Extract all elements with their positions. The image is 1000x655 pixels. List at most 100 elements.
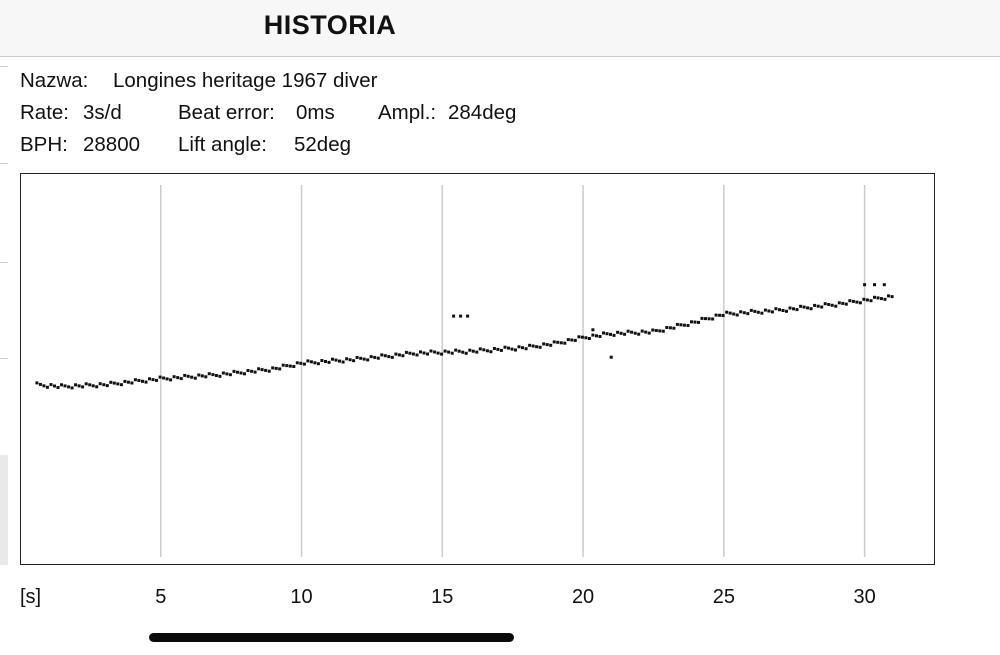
data-point xyxy=(366,358,370,362)
data-point xyxy=(778,308,781,312)
data-point xyxy=(302,362,306,366)
data-point xyxy=(858,301,862,305)
data-point xyxy=(207,372,211,376)
data-point xyxy=(376,356,380,360)
data-point xyxy=(186,374,190,378)
data-point xyxy=(440,352,444,356)
data-point xyxy=(556,340,560,344)
data-point xyxy=(299,361,303,365)
data-point xyxy=(545,343,549,347)
data-point xyxy=(88,383,92,387)
data-point xyxy=(887,294,890,298)
data-point xyxy=(352,359,356,363)
data-point xyxy=(675,322,679,326)
data-point xyxy=(714,313,718,317)
data-point xyxy=(528,343,532,347)
data-point xyxy=(792,307,795,311)
data-point xyxy=(609,332,612,336)
data-point xyxy=(837,301,841,305)
edge-tick xyxy=(0,66,8,67)
data-point xyxy=(408,351,412,355)
data-point xyxy=(623,332,627,336)
data-point xyxy=(658,329,662,333)
data-point xyxy=(496,347,500,351)
data-point xyxy=(411,352,415,356)
data-point xyxy=(728,311,732,315)
data-point xyxy=(461,350,465,354)
amplitude-label: Ampl.: xyxy=(378,101,437,124)
data-point xyxy=(781,309,785,312)
data-point xyxy=(221,371,225,375)
bph-value: 28800 xyxy=(83,133,141,156)
data-point xyxy=(327,360,331,364)
data-point xyxy=(707,317,711,321)
bph-label: BPH: xyxy=(20,133,68,156)
data-point xyxy=(602,331,605,335)
data-point xyxy=(452,314,456,318)
data-point xyxy=(756,310,760,314)
data-point xyxy=(468,348,472,352)
data-point xyxy=(422,351,426,355)
data-point xyxy=(394,352,398,356)
data-point xyxy=(711,317,715,321)
data-point xyxy=(91,384,95,388)
data-point xyxy=(373,355,377,359)
data-point xyxy=(873,295,876,299)
data-point xyxy=(549,343,553,347)
data-point xyxy=(580,335,584,339)
data-point xyxy=(179,377,183,381)
data-point xyxy=(429,349,433,353)
data-point xyxy=(459,314,463,318)
data-point xyxy=(98,382,102,386)
data-point xyxy=(77,384,81,388)
data-point xyxy=(640,329,644,333)
data-point xyxy=(609,355,613,359)
data-point xyxy=(478,347,482,351)
data-point xyxy=(809,307,813,311)
data-point xyxy=(570,338,574,342)
data-point xyxy=(721,314,725,317)
data-point xyxy=(869,299,873,303)
x-tick-label: 20 xyxy=(571,586,595,608)
data-point xyxy=(542,342,546,346)
lift-angle-label: Lift angle: xyxy=(178,133,267,156)
data-point xyxy=(257,367,261,371)
data-point xyxy=(228,373,232,377)
data-point xyxy=(264,368,268,372)
data-point xyxy=(598,335,602,338)
data-point xyxy=(514,348,517,352)
data-point xyxy=(155,378,158,382)
data-point xyxy=(116,382,120,386)
home-indicator[interactable] xyxy=(149,633,514,642)
data-point xyxy=(316,362,320,366)
data-point xyxy=(464,351,468,355)
data-point xyxy=(591,333,595,337)
data-point xyxy=(605,332,609,336)
data-point xyxy=(137,379,141,382)
amplitude-value: 284deg xyxy=(448,101,517,124)
header: HISTORIA xyxy=(0,0,1000,57)
data-point xyxy=(309,360,313,364)
data-point xyxy=(735,313,739,317)
data-point xyxy=(292,365,296,368)
data-point xyxy=(517,345,521,349)
data-point xyxy=(865,298,869,302)
data-point xyxy=(176,376,180,380)
data-point xyxy=(739,310,743,314)
data-point xyxy=(507,346,510,350)
data-point xyxy=(95,385,99,389)
data-point xyxy=(644,330,648,334)
data-point xyxy=(577,335,581,339)
data-point xyxy=(880,297,883,301)
data-point xyxy=(278,367,282,371)
data-point xyxy=(668,326,672,330)
data-point xyxy=(148,377,151,381)
data-point xyxy=(823,302,827,306)
data-point xyxy=(503,345,507,349)
data-point xyxy=(35,381,39,385)
data-point xyxy=(63,384,67,388)
data-point xyxy=(816,304,820,308)
data-point xyxy=(250,369,254,373)
data-point xyxy=(482,348,486,352)
data-point xyxy=(844,302,848,306)
